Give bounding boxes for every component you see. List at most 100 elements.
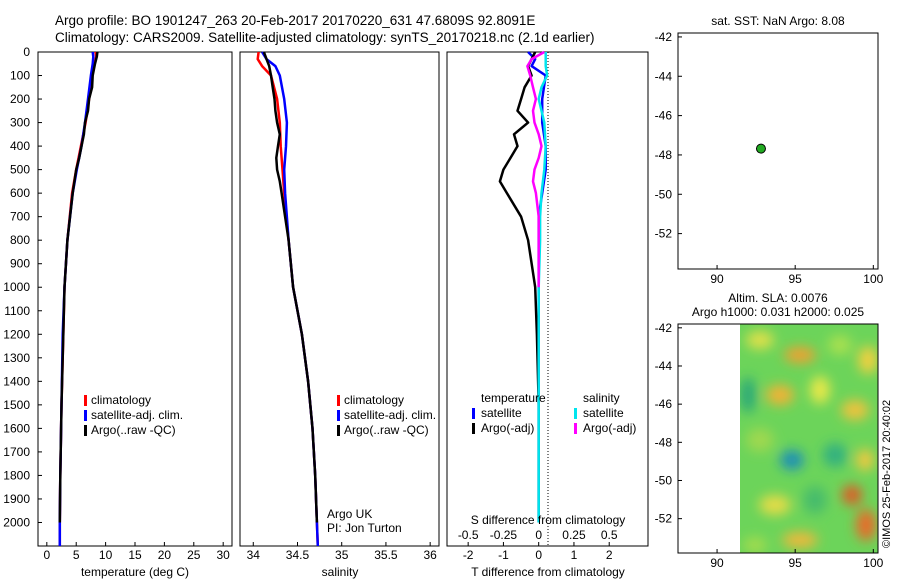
temperature-panel: 0 5 10 15 20 25 30 0 100 200 300 400 500 600 700 800 90… xyxy=(3,45,233,579)
sla-map-panel: Altim. SLA: 0.0076 Argo h1000: 0.031 h20… xyxy=(655,291,884,570)
y-tick-label: -42 xyxy=(655,30,673,44)
temperature-legend: climatology satellite-adj. clim. Argo(..… xyxy=(84,393,183,437)
series-line-salinity-satellite xyxy=(537,52,549,523)
x-tick-label: 100 xyxy=(863,272,883,286)
temperature-difference-xlabel: T difference from climatology xyxy=(471,565,625,579)
sla-blob xyxy=(841,400,869,420)
y-tick-label: 800 xyxy=(10,233,30,247)
x-tick-label: -2 xyxy=(463,548,474,562)
x-tick-label: 30 xyxy=(217,548,231,562)
x-tick-label: 1 xyxy=(571,548,578,562)
legend-swatch-climatology xyxy=(337,395,340,406)
salinity-xticks: 34 34.5 35 35.5 36 xyxy=(247,542,437,562)
sla-blob xyxy=(828,335,852,355)
title-line-2: Climatology: CARS2009. Satellite-adjuste… xyxy=(55,30,595,45)
title-line-1: Argo profile: BO 1901247_263 20-Feb-2017… xyxy=(55,13,535,28)
legend-label-argo: Argo(..raw -QC) xyxy=(91,423,176,437)
x-tick-label: 100 xyxy=(863,556,883,570)
x-tick-label: 0 xyxy=(535,548,542,562)
sla-blob xyxy=(740,377,756,413)
sla-blob xyxy=(856,449,874,471)
y-tick-label: -42 xyxy=(655,321,673,335)
y-tick-label: 100 xyxy=(10,69,30,83)
sla-blob xyxy=(784,347,816,363)
y-tick-label: -44 xyxy=(655,359,673,373)
x-tick-label: 15 xyxy=(128,548,142,562)
sla-blob xyxy=(780,450,804,470)
sla-blob xyxy=(746,428,774,452)
salinity-difference-ticks: -0.5 -0.25 0 0.25 0.5 xyxy=(458,528,618,542)
legend-swatch-satellite xyxy=(84,410,87,421)
legend-header-temperature: temperature xyxy=(481,391,546,405)
temperature-yticks: 0 100 200 300 400 500 600 700 800 900 1000 1100 1200… xyxy=(3,45,42,529)
y-tick-label: -50 xyxy=(655,187,673,201)
legend-label-climatology: climatology xyxy=(344,393,404,407)
x-tick-label: 25 xyxy=(187,548,201,562)
series-line-temperature-argo-adj- xyxy=(498,51,540,523)
y-tick-label: 1900 xyxy=(3,492,30,506)
difference-panel: -2 -1 0 1 2 -0.5 -0.25 0 0.25 0.5 S difference f… xyxy=(446,50,649,579)
legend-label-sal-satellite: satellite xyxy=(583,406,624,420)
salinity-xlabel: salinity xyxy=(322,565,359,579)
y-tick-label: 200 xyxy=(10,92,30,106)
sla-blob xyxy=(858,346,878,374)
salinity-difference-xlabel: S difference from climatology xyxy=(471,513,626,527)
sla-blob xyxy=(766,385,794,405)
difference-series xyxy=(498,50,549,523)
salinity-x-tick-label: -0.25 xyxy=(490,528,518,542)
y-tick-label: 700 xyxy=(10,210,30,224)
series-line-argo-raw-qc- xyxy=(262,51,319,523)
legend-swatch-argo xyxy=(84,425,87,436)
x-tick-label: 95 xyxy=(789,556,803,570)
sst-map-title: sat. SST: NaN Argo: 8.08 xyxy=(711,14,845,28)
legend-label-argo: Argo(..raw -QC) xyxy=(344,423,429,437)
x-tick-label: 2 xyxy=(606,548,613,562)
x-tick-label: 5 xyxy=(73,548,80,562)
x-tick-label: 0 xyxy=(43,548,50,562)
sla-map-axes-box xyxy=(677,323,879,554)
x-tick-label: 34 xyxy=(247,548,261,562)
credit-text: ©IMOS 25-Feb-2017 20:40:02 xyxy=(881,400,893,548)
sla-blob xyxy=(746,331,774,349)
salinity-x-tick-label: 0.5 xyxy=(601,528,618,542)
x-tick-label: 10 xyxy=(99,548,113,562)
sst-map-panel: sat. SST: NaN Argo: 8.08 90 95 100 -42 -44 -4… xyxy=(655,14,884,286)
sla-blob xyxy=(743,537,767,553)
y-tick-label: -48 xyxy=(655,148,673,162)
x-tick-label: 36 xyxy=(423,548,437,562)
temperature-series xyxy=(58,51,99,546)
temperature-xlabel: temperature (deg C) xyxy=(81,565,189,579)
y-tick-label: 1500 xyxy=(3,398,30,412)
sla-blob xyxy=(810,376,830,404)
float-position-marker xyxy=(755,143,766,154)
sla-map-title-line-2: Argo h1000: 0.031 h2000: 0.025 xyxy=(692,305,864,319)
x-tick-label: 20 xyxy=(158,548,172,562)
y-tick-label: -48 xyxy=(655,435,673,449)
y-tick-label: 1100 xyxy=(4,304,30,318)
y-tick-label: 2000 xyxy=(3,515,30,529)
y-tick-label: 300 xyxy=(10,116,30,130)
salinity-x-tick-label: 0 xyxy=(535,528,542,542)
annotation-pi: PI: Jon Turton xyxy=(327,521,402,535)
y-tick-label: 1300 xyxy=(3,351,30,365)
y-tick-label: 400 xyxy=(10,139,30,153)
sst-map-ticks: 90 95 100 -42 -44 -46 -48 -50 -52 xyxy=(655,30,884,286)
y-tick-label: -50 xyxy=(655,473,673,487)
y-tick-label: 0 xyxy=(23,45,30,59)
y-tick-label: 600 xyxy=(10,186,30,200)
temperature-xticks: 0 5 10 15 20 25 30 xyxy=(43,542,230,562)
salinity-x-tick-label: -0.5 xyxy=(458,528,479,542)
legend-swatch-temp-argo xyxy=(472,423,475,434)
sla-blob xyxy=(782,532,818,548)
salinity-panel: 34 34.5 35 35.5 36 salinity climatology sate… xyxy=(239,51,440,579)
y-tick-label: -52 xyxy=(655,227,673,241)
legend-header-salinity: salinity xyxy=(583,391,620,405)
y-tick-label: -44 xyxy=(655,69,673,83)
x-tick-label: 35 xyxy=(335,548,349,562)
sla-blobs xyxy=(740,331,878,553)
legend-swatch-climatology xyxy=(84,395,87,406)
x-tick-label: 95 xyxy=(789,272,803,286)
x-tick-label: 34.5 xyxy=(286,548,310,562)
legend-label-temp-argo: Argo(-adj) xyxy=(481,421,534,435)
annotation-group: Argo UK xyxy=(327,507,372,521)
